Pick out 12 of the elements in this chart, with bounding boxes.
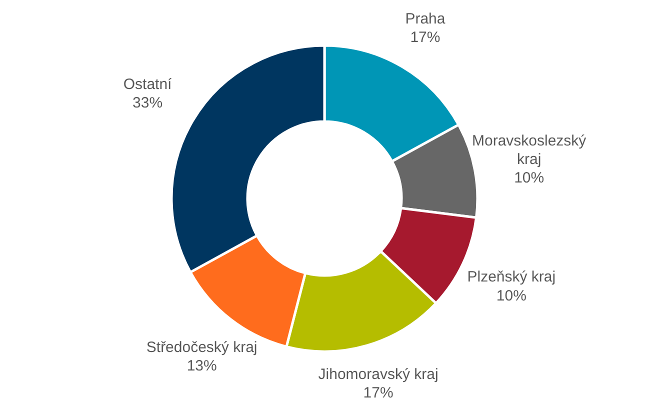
data-label: 33% <box>132 94 163 112</box>
slice-label: Praha <box>405 10 446 28</box>
slice-label: Ostatní <box>123 76 173 93</box>
slice-label: Jihomoravský kraj <box>318 366 438 383</box>
data-label: 17% <box>363 384 394 402</box>
data-label: 17% <box>410 29 440 46</box>
data-label: 13% <box>186 357 217 374</box>
data-label: 10% <box>514 170 544 187</box>
slice-label: Moravskoslezský kraj <box>472 132 587 168</box>
data-label: 10% <box>496 287 526 304</box>
slice-label: Plzeňský kraj <box>467 268 556 286</box>
slice-label: Středočeský kraj <box>146 338 258 356</box>
